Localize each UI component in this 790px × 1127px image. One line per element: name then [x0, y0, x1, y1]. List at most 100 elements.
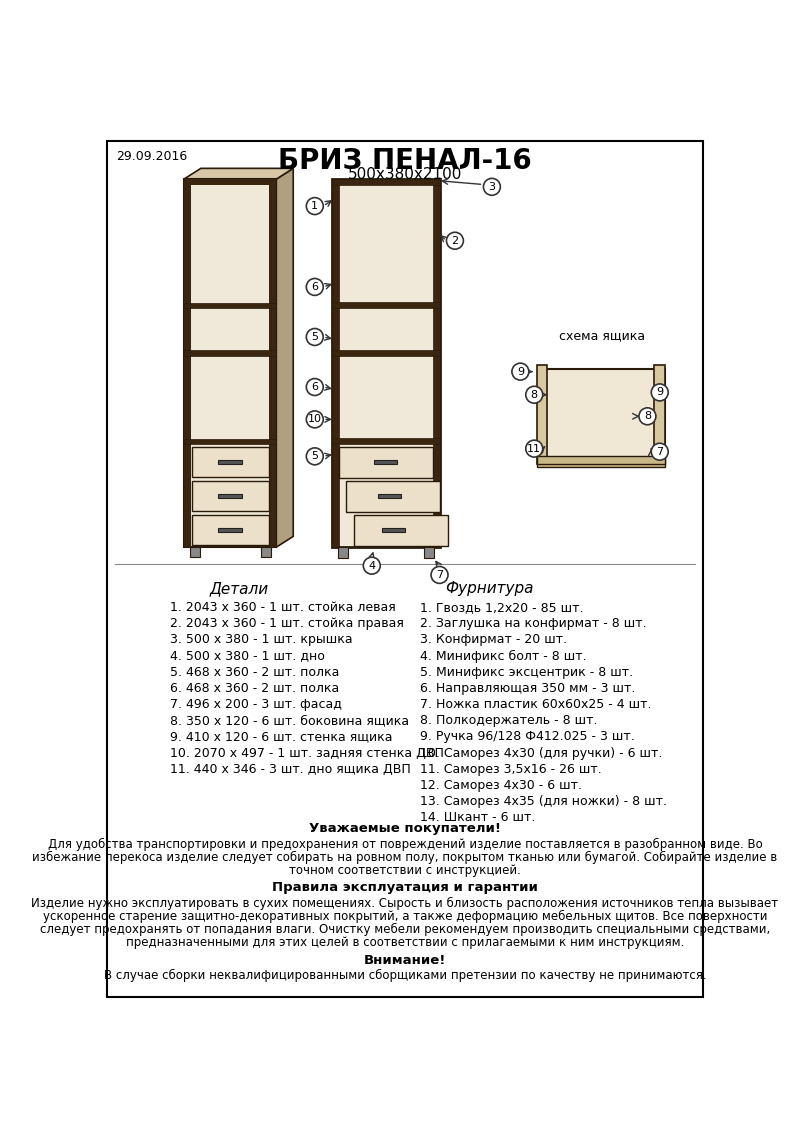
Text: В случае сборки неквалифицированными сборщиками претензии по качеству не принима: В случае сборки неквалифицированными сбо… [103, 969, 706, 983]
Text: 9: 9 [656, 388, 664, 398]
Circle shape [651, 443, 668, 460]
Text: 11. 440 х 346 - 3 шт. дно ящика ДВП: 11. 440 х 346 - 3 шт. дно ящика ДВП [170, 763, 411, 775]
Bar [382, 527, 404, 532]
Text: 5. 468 х 360 - 2 шт. полка: 5. 468 х 360 - 2 шт. полка [170, 666, 340, 678]
Text: 4. Минификс болт - 8 шт.: 4. Минификс болт - 8 шт. [420, 649, 587, 663]
Text: 3. Конфирмат - 20 шт.: 3. Конфирмат - 20 шт. [420, 633, 567, 647]
Bar [269, 179, 276, 548]
Text: 6. 468 х 360 - 2 шт. полка: 6. 468 х 360 - 2 шт. полка [170, 682, 339, 695]
Circle shape [639, 408, 656, 425]
Text: 2. 2043 х 360 - 1 шт. стойка правая: 2. 2043 х 360 - 1 шт. стойка правая [170, 618, 404, 630]
Text: 12. Саморез 4х30 - 6 шт.: 12. Саморез 4х30 - 6 шт. [420, 779, 582, 792]
Text: предназначенными для этих целей в соответствии с прилагаемыми к ним инструкциям.: предназначенными для этих целей в соотве… [126, 937, 684, 949]
Text: 9. 410 х 120 - 6 шт. стенка ящика: 9. 410 х 120 - 6 шт. стенка ящика [170, 730, 393, 744]
Text: 10. 2070 х 497 - 1 шт. задняя стенка ДВП: 10. 2070 х 497 - 1 шт. задняя стенка ДВП [170, 746, 444, 760]
Bar [192, 515, 269, 544]
Bar [354, 515, 448, 545]
Text: 7. 496 х 200 - 3 шт. фасад: 7. 496 х 200 - 3 шт. фасад [170, 698, 342, 711]
Text: Внимание!: Внимание! [363, 953, 446, 967]
Text: 6: 6 [311, 382, 318, 392]
Bar [332, 179, 439, 185]
Text: 5. Минификс эксцентрик - 8 шт.: 5. Минификс эксцентрик - 8 шт. [420, 666, 634, 678]
Text: 7. Ножка пластик 60х60х25 - 4 шт.: 7. Ножка пластик 60х60х25 - 4 шт. [420, 698, 652, 711]
Text: 4. 500 х 380 - 1 шт. дно: 4. 500 х 380 - 1 шт. дно [170, 649, 325, 663]
Bar [184, 350, 276, 356]
Bar [536, 460, 665, 467]
Text: Изделие нужно эксплуатировать в сухих помещениях. Сырость и близость расположени: Изделие нужно эксплуатировать в сухих по… [32, 897, 778, 909]
Text: 5: 5 [311, 332, 318, 341]
Text: 9. Ручка 96/128 Ф412.025 - 3 шт.: 9. Ручка 96/128 Ф412.025 - 3 шт. [420, 730, 635, 744]
Text: Правила эксплуатация и гарантии: Правила эксплуатация и гарантии [272, 881, 538, 895]
Text: 500x380x2100: 500x380x2100 [348, 167, 462, 181]
Bar [192, 447, 269, 477]
Bar [433, 179, 439, 548]
Circle shape [446, 232, 464, 249]
Text: 9: 9 [517, 366, 524, 376]
Text: Детали: Детали [210, 582, 269, 596]
Text: Фурнитура: Фурнитура [446, 582, 534, 596]
Text: 1. Гвоздь 1,2х20 - 85 шт.: 1. Гвоздь 1,2х20 - 85 шт. [420, 601, 584, 614]
Circle shape [363, 557, 380, 574]
Bar [218, 460, 243, 464]
Circle shape [307, 447, 323, 464]
Polygon shape [184, 168, 293, 179]
Bar [261, 548, 271, 557]
Bar [184, 179, 276, 548]
Bar [184, 179, 191, 548]
Circle shape [307, 197, 323, 214]
Bar [378, 494, 401, 498]
Bar [536, 456, 665, 464]
Text: 10. Саморез 4х30 (для ручки) - 6 шт.: 10. Саморез 4х30 (для ручки) - 6 шт. [420, 746, 663, 760]
Text: Уважаемые покупатели!: Уважаемые покупатели! [309, 822, 501, 835]
Circle shape [431, 567, 448, 584]
Bar [218, 527, 243, 532]
Bar [332, 438, 439, 444]
Circle shape [526, 387, 543, 403]
Text: точном соответствии с инструкцией.: точном соответствии с инструкцией. [289, 863, 521, 877]
Text: избежание перекоса изделие следует собирать на ровном полу, покрытом тканью или : избежание перекоса изделие следует собир… [32, 851, 777, 863]
Text: 8: 8 [644, 411, 651, 421]
Bar [654, 365, 665, 464]
Text: 1: 1 [311, 201, 318, 211]
Circle shape [483, 178, 500, 195]
Text: 1. 2043 х 360 - 1 шт. стойка левая: 1. 2043 х 360 - 1 шт. стойка левая [170, 601, 396, 614]
Text: 10: 10 [308, 415, 322, 425]
Bar [332, 302, 439, 308]
Bar [536, 365, 547, 464]
Bar [192, 481, 269, 511]
Bar [332, 179, 339, 548]
Polygon shape [276, 168, 293, 548]
Text: 11: 11 [527, 444, 541, 454]
Text: 7: 7 [656, 446, 664, 456]
Bar [332, 349, 439, 356]
Circle shape [307, 379, 323, 396]
Text: 5: 5 [311, 451, 318, 461]
Bar [184, 179, 276, 185]
Text: 4: 4 [368, 560, 375, 570]
Text: 11. Саморез 3,5х16 - 26 шт.: 11. Саморез 3,5х16 - 26 шт. [420, 763, 602, 775]
Text: следует предохранять от попадания влаги. Очистку мебели рекомендуем производить : следует предохранять от попадания влаги.… [40, 923, 770, 937]
Text: 3. 500 х 380 - 1 шт. крышка: 3. 500 х 380 - 1 шт. крышка [170, 633, 352, 647]
Text: 2. Заглушка на конфирмат - 8 шт.: 2. Заглушка на конфирмат - 8 шт. [420, 618, 647, 630]
Text: 8. Полкодержатель - 8 шт.: 8. Полкодержатель - 8 шт. [420, 715, 598, 727]
Circle shape [307, 411, 323, 428]
Bar [332, 179, 439, 548]
Text: 2: 2 [451, 236, 458, 246]
Circle shape [307, 328, 323, 346]
Circle shape [651, 384, 668, 401]
Circle shape [526, 441, 543, 458]
Bar [338, 548, 348, 558]
Text: 14. Шкант - 6 шт.: 14. Шкант - 6 шт. [420, 811, 536, 824]
Bar [190, 548, 200, 557]
Text: Для удобства транспортировки и предохранения от повреждений изделие поставляется: Для удобства транспортировки и предохран… [47, 837, 762, 851]
Text: БРИЗ ПЕНАЛ-16: БРИЗ ПЕНАЛ-16 [278, 147, 532, 175]
Text: 8. 350 х 120 - 6 шт. боковина ящика: 8. 350 х 120 - 6 шт. боковина ящика [170, 715, 409, 727]
Circle shape [512, 363, 529, 380]
Bar [218, 494, 243, 498]
Text: 6: 6 [311, 282, 318, 292]
Bar [346, 481, 440, 512]
Circle shape [307, 278, 323, 295]
Text: ускоренное старение защитно-декоративных покрытий, а также деформацию мебельных : ускоренное старение защитно-декоративных… [43, 909, 767, 923]
Text: 3: 3 [488, 181, 495, 192]
Text: 13. Саморез 4х35 (для ножки) - 8 шт.: 13. Саморез 4х35 (для ножки) - 8 шт. [420, 796, 668, 808]
